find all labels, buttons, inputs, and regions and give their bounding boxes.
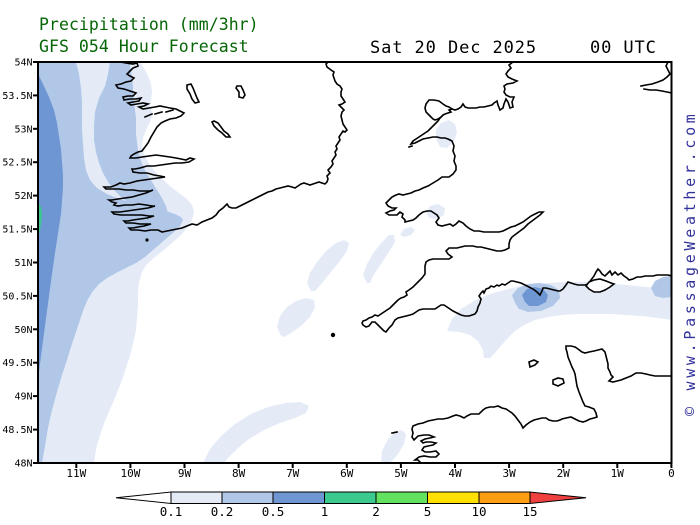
lon-label: 10W — [120, 467, 140, 480]
precip-area-0.1-0.2 — [400, 227, 415, 237]
precip-area-0.1-0.2 — [363, 235, 395, 283]
coastline-great-britain-east-lincolnshire — [643, 88, 672, 94]
precip-area-0.5-1 — [38, 74, 63, 381]
coastline-lough-derg — [210, 120, 232, 138]
lon-label: 5W — [394, 467, 408, 480]
coastline-france — [411, 345, 672, 463]
coastlines — [102, 62, 672, 463]
lat-label: 50N — [14, 325, 32, 336]
island-dot-isles-of-scilly — [330, 332, 336, 338]
coastline-aran-island-1 — [143, 112, 154, 119]
lon-label: 6W — [340, 467, 354, 480]
coastline-great-britain-west — [361, 62, 672, 334]
coastline-aran-island-2 — [154, 111, 163, 115]
colorbar-segment-2-5 — [375, 491, 428, 504]
lon-label: 1W — [611, 467, 625, 480]
lon-label: 3W — [502, 467, 516, 480]
colorbar-segment-1-2 — [324, 491, 377, 504]
lat-label: 49N — [14, 392, 32, 403]
coastline-isle-of-wight — [584, 278, 616, 293]
map-frame-and-axes: 54N 53.5N 53N 52.5N 52N 51.5N 51N 50.5N 50N 49.5N… — [2, 58, 674, 481]
precip-area-0.2-0.5 — [94, 62, 168, 214]
forecast-valid-time: 00 UTC — [590, 38, 657, 58]
coastline-great-britain-east-yorkshire — [640, 62, 671, 87]
precipitation-colorbar: 0.1 0.2 0.5 1 2 5 10 15 — [115, 491, 587, 519]
coastline-ushant — [391, 431, 398, 434]
lon-label: 4W — [448, 467, 462, 480]
lon-label: 9W — [178, 467, 192, 480]
precip-area-0.1-0.2 — [447, 282, 672, 358]
coastline-lough-ree — [235, 85, 246, 99]
colorbar-segment-0.2-0.5 — [221, 491, 274, 504]
lat-label: 53.5N — [2, 91, 32, 102]
lat-label: 48N — [14, 459, 32, 470]
coastline-aran-island-3 — [165, 109, 174, 113]
coastline-anglesey — [424, 99, 454, 121]
coastline-bardsey-island — [407, 144, 414, 149]
lon-label: 2W — [557, 467, 571, 480]
colorbar-label: 0.1 — [160, 504, 183, 519]
lat-label: 51N — [14, 258, 32, 269]
colorbar-label: 1 — [321, 504, 329, 519]
lat-label: 52N — [14, 191, 32, 202]
lat-label: 50.5N — [2, 291, 32, 302]
lat-label: 54N — [14, 58, 32, 69]
colorbar-segment-0.5-1 — [272, 491, 325, 504]
precipitation-shading — [38, 62, 672, 463]
lat-label: 53N — [14, 124, 32, 135]
lon-label: 7W — [286, 467, 300, 480]
lon-label: 11W — [66, 467, 86, 480]
map-title-variable: Precipitation (mm/3hr) — [39, 15, 259, 34]
precip-area-0.1-0.2 — [426, 204, 445, 219]
colorbar-label: 5 — [424, 504, 432, 519]
passageweather-watermark: © www.PassageWeather.com — [681, 110, 699, 416]
lat-label: 51.5N — [2, 225, 32, 236]
lat-label: 52.5N — [2, 158, 32, 169]
colorbar-label: 15 — [522, 504, 537, 519]
precip-area-0.1-0.2 — [381, 430, 406, 463]
coastline-ireland — [102, 62, 349, 233]
coastline-guernsey — [528, 359, 540, 369]
colorbar-label: 10 — [471, 504, 486, 519]
colorbar-segment-5-10 — [427, 491, 480, 504]
colorbar-left-arrow — [115, 491, 172, 505]
coastline-jersey — [552, 377, 565, 387]
colorbar-segment-10-15 — [478, 491, 531, 504]
map-title-model-run: GFS 054 Hour Forecast — [39, 37, 249, 56]
lon-label: 8W — [232, 467, 246, 480]
precip-area-0.2-0.5 — [651, 276, 672, 298]
colorbar-segment-0.1-0.2 — [170, 491, 223, 504]
precip-area-0.1-0.2 — [203, 402, 309, 463]
coastline-lough-corrib — [186, 83, 201, 104]
colorbar-label: 0.2 — [211, 504, 234, 519]
precip-area-0.1-0.2 — [277, 298, 315, 337]
lat-label: 49.5N — [2, 358, 32, 369]
island-dot-fastnet-rock — [145, 238, 149, 242]
colorbar-label: 0.5 — [262, 504, 285, 519]
lon-label: 0 — [668, 467, 675, 480]
precip-area-0.1-0.2 — [307, 240, 349, 291]
forecast-valid-date: Sat 20 Dec 2025 — [370, 38, 538, 58]
colorbar-label: 2 — [372, 504, 380, 519]
lat-label: 48.5N — [2, 425, 32, 436]
precip-area-0.2-0.5 — [38, 62, 183, 463]
colorbar-right-arrow — [529, 491, 587, 505]
